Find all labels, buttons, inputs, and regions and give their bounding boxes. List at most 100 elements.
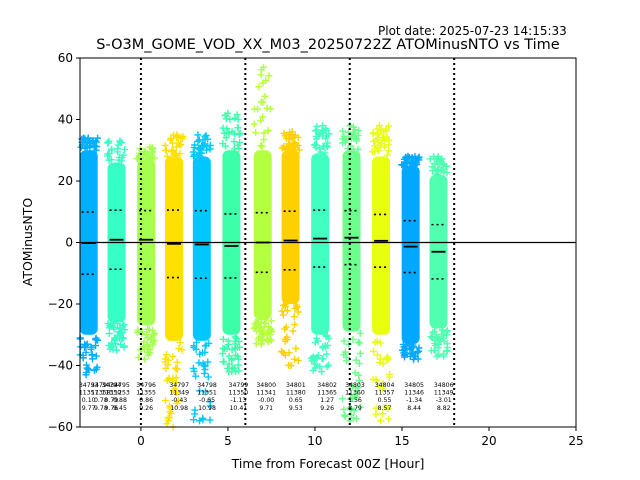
outlier-point xyxy=(278,144,286,152)
outlier-point xyxy=(259,337,267,345)
outlier-point xyxy=(383,353,391,361)
outlier-point xyxy=(149,148,157,156)
extreme-point xyxy=(173,131,181,139)
outlier-point xyxy=(224,337,232,345)
outlier-point xyxy=(356,339,364,347)
outlier-point xyxy=(438,158,446,166)
outlier-point xyxy=(236,138,244,146)
outlier-point xyxy=(231,344,239,352)
outlier-point xyxy=(319,355,327,363)
outlier-point xyxy=(168,146,176,154)
outlier-point xyxy=(104,150,112,158)
outlier-point xyxy=(144,345,152,353)
outlier-point xyxy=(403,341,411,349)
outlier-point xyxy=(371,142,379,150)
orbit-stats-label: 34804 11357 0.55 8.57 xyxy=(375,382,395,412)
extreme-point xyxy=(113,346,121,354)
outlier-point xyxy=(144,325,152,333)
outlier-point xyxy=(350,407,358,415)
outlier-point xyxy=(324,139,332,147)
outlier-point xyxy=(259,98,267,106)
outlier-point xyxy=(121,146,129,154)
extreme-point xyxy=(404,152,412,160)
outlier-point xyxy=(223,125,231,133)
outlier-point xyxy=(234,115,242,123)
extreme-point xyxy=(319,122,327,130)
outlier-point xyxy=(398,161,406,169)
orbit-series xyxy=(426,152,451,360)
outlier-point xyxy=(118,329,126,337)
outlier-point xyxy=(267,317,275,325)
outlier-point xyxy=(265,72,273,80)
outlier-point xyxy=(279,311,287,319)
outlier-point xyxy=(191,151,199,159)
orbit-stats-label: 34799 11350 -1.13 10.41 xyxy=(229,382,249,412)
outlier-point xyxy=(114,148,122,156)
outlier-point xyxy=(281,335,289,343)
outlier-point xyxy=(139,342,147,350)
outlier-point xyxy=(140,148,148,156)
outlier-point xyxy=(255,83,263,91)
outlier-point xyxy=(232,351,240,359)
outlier-point xyxy=(148,154,156,162)
orbit-stats-label: 34801 11380 0.65 9.53 xyxy=(286,382,306,412)
outlier-point xyxy=(199,136,207,144)
outlier-point xyxy=(201,348,209,356)
outlier-point xyxy=(202,341,210,349)
outlier-point xyxy=(77,343,85,351)
outlier-point xyxy=(261,92,269,100)
outlier-point xyxy=(383,151,391,159)
outlier-point xyxy=(291,304,299,312)
outlier-point xyxy=(319,344,327,352)
outlier-point xyxy=(165,413,173,421)
outlier-point xyxy=(135,353,143,361)
scatter-layer xyxy=(76,63,451,431)
extreme-point xyxy=(287,362,295,369)
outlier-point xyxy=(352,384,360,392)
outlier-point xyxy=(378,385,386,393)
outlier-point xyxy=(194,137,202,145)
outlier-point xyxy=(348,383,356,391)
outlier-point xyxy=(206,402,214,410)
outlier-point xyxy=(415,344,423,352)
extreme-point xyxy=(375,122,383,130)
outlier-point xyxy=(173,399,181,407)
outlier-point xyxy=(319,129,327,137)
outlier-point xyxy=(317,148,325,156)
outlier-point xyxy=(225,360,233,368)
orbit-series xyxy=(339,122,364,425)
orbit-series xyxy=(398,152,423,363)
outlier-point xyxy=(281,325,289,333)
outlier-point xyxy=(167,134,175,142)
outlier-point xyxy=(372,410,380,418)
outlier-point xyxy=(385,373,393,381)
extreme-point xyxy=(434,152,442,160)
extreme-point xyxy=(410,355,418,363)
orbit-series xyxy=(307,122,333,376)
outlier-point xyxy=(351,126,359,134)
y-tick-label: −60 xyxy=(48,420,73,434)
outlier-point xyxy=(435,338,443,346)
outlier-point xyxy=(104,139,112,147)
outlier-point xyxy=(280,301,288,309)
outlier-point xyxy=(319,142,327,150)
outlier-point xyxy=(385,415,393,423)
orbit-density-band xyxy=(311,153,330,335)
x-tick-label: 15 xyxy=(394,434,409,448)
orbit-stats-label: 34802 11365 1.27 9.26 xyxy=(317,382,337,412)
orbit-density-band xyxy=(253,150,272,320)
outlier-point xyxy=(164,361,172,369)
outlier-point xyxy=(200,369,208,377)
outlier-point xyxy=(309,353,317,361)
orbit-stats-label: 34797 11349 -0.43 10.98 xyxy=(169,382,189,412)
outlier-point xyxy=(198,149,206,157)
extreme-point xyxy=(146,143,154,151)
orbit-density-band xyxy=(342,150,361,332)
outlier-point xyxy=(115,328,123,336)
outlier-point xyxy=(321,149,329,157)
outlier-point xyxy=(434,344,442,352)
outlier-point xyxy=(92,352,100,360)
y-axis-label: ATOMinusNTO xyxy=(20,198,35,287)
outlier-point xyxy=(201,388,209,396)
outlier-point xyxy=(114,141,122,149)
